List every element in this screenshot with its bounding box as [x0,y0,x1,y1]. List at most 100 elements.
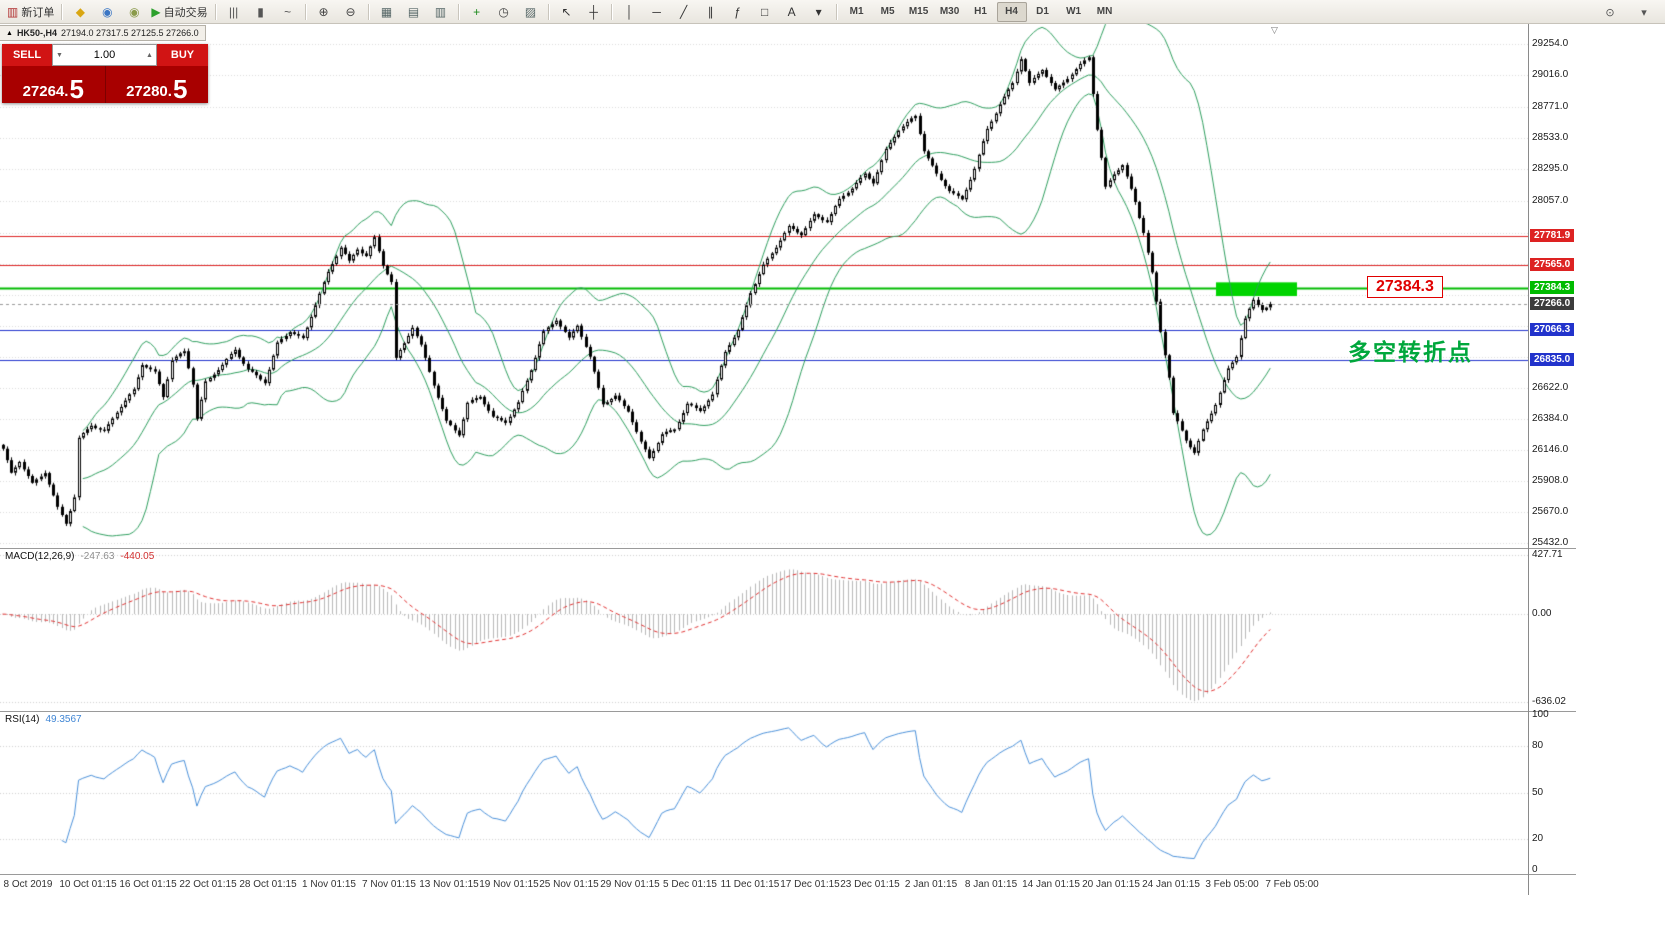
volume-decrease-button[interactable]: ▼ [56,51,63,59]
search-icon[interactable]: ⊙ [1605,6,1615,19]
toolbar-separator [61,3,64,20]
chart-shift-marker[interactable]: ▽ [1271,25,1278,35]
price-level-label: 27384.3 [1530,281,1575,295]
cursor-glyph: ↖ [561,4,572,19]
tf-h4-button[interactable]: H4 [996,1,1027,22]
text-glyph: A [787,4,796,19]
autotrade-button-label: 自动交易 [163,6,208,19]
fibonacci-button[interactable]: ƒ [725,2,751,22]
horizontal-line-button[interactable]: ─ [644,2,670,22]
tf-m1-button-label: M1 [849,6,864,17]
price-tick-label: 28771.0 [1532,101,1569,113]
tf-m15-button[interactable]: M15 [904,2,934,22]
sell-button[interactable]: SELL [2,44,52,66]
time-label: 7 Nov 01:15 [362,879,416,890]
wizard-icon[interactable]: ◆ [67,2,93,22]
tf-h1-button[interactable]: H1 [966,2,996,22]
collapse-triangle-icon[interactable]: ▲ [6,29,13,37]
bar-chart-button[interactable]: ||| [221,2,247,22]
line-chart-glyph: ~ [284,4,292,19]
chart-ohlc-values: 27194.0 27317.5 27125.5 27266.0 [60,28,199,38]
arrange-windows-button[interactable]: ▥ [428,2,454,22]
tf-mn-button[interactable]: MN [1090,2,1120,22]
indicators-button[interactable]: + [464,2,490,22]
trendline-glyph: ╱ [679,4,688,19]
turning-point-annotation[interactable]: 多空转折点 [1348,339,1473,365]
new-order-glyph: ▥ [7,4,19,19]
time-label: 19 Nov 01:15 [479,879,539,890]
price-level-label: 26835.0 [1530,352,1575,366]
tile-windows-glyph: ▦ [380,4,393,19]
sell-price[interactable]: 27264. 5 [2,66,105,103]
time-label: 8 Oct 2019 [3,879,53,890]
tf-m30-button[interactable]: M30 [935,2,965,22]
time-axis[interactable]: 8 Oct 2019 10 Oct 01:15 16 Oct 01:15 22 Oct… [0,875,1530,895]
rsi-panel-canvas[interactable] [0,712,1528,873]
macd-scale-label: -636.02 [1532,696,1566,708]
crosshair-button[interactable]: ┼ [581,2,607,22]
fibonacci-glyph: ƒ [734,4,741,19]
toolbar-options-icon[interactable]: ▾ [1641,6,1647,19]
buy-button[interactable]: BUY [157,44,208,66]
sell-price-big-digit: 5 [69,74,84,105]
buy-price[interactable]: 27280. 5 [106,66,209,103]
toolbar-separator [304,3,307,20]
periods-button[interactable]: ◷ [491,2,517,22]
price-tick-label: 28295.0 [1532,163,1569,175]
globe-icon[interactable]: ◉ [94,2,120,22]
macd-scale-label: 0.00 [1532,608,1552,620]
tile-windows-button[interactable]: ▦ [374,2,400,22]
rsi-scale-label: 50 [1532,786,1544,798]
shapes-button[interactable]: □ [752,2,778,22]
price-tick-label: 29254.0 [1532,38,1569,50]
tf-d1-button-label: D1 [1036,6,1049,17]
new-order-button[interactable]: ▥ 新订单 [4,2,57,22]
price-level-label: 27781.9 [1530,229,1575,243]
autotrade-button[interactable]: ▶ 自动交易 [148,2,210,22]
line-chart-button[interactable]: ~ [275,2,301,22]
tf-m1-button[interactable]: M1 [842,2,872,22]
community-icon[interactable]: ◉ [121,2,147,22]
macd-panel-separator[interactable] [0,548,1576,549]
trendline-button[interactable]: ╱ [671,2,697,22]
templates-button[interactable]: ▨ [518,2,544,22]
tf-d1-button[interactable]: D1 [1028,2,1058,22]
price-tick-label: 26146.0 [1532,443,1569,455]
rsi-name: RSI(14) [5,714,40,725]
tf-m5-button-label: M5 [880,6,895,17]
community-icon-glyph: ◉ [129,4,140,19]
vertical-line-button[interactable]: │ [617,2,643,22]
rsi-indicator-label: RSI(14) 49.3567 [5,714,82,725]
arrows-button[interactable]: ▾ [806,2,832,22]
time-label: 29 Nov 01:15 [600,879,660,890]
toolbar-separator [835,3,838,20]
price-callout[interactable]: 27384.3 [1367,276,1443,298]
buy-price-big-digit: 5 [172,74,188,105]
candlestick-chart-button[interactable]: ▮ [248,2,274,22]
rsi-scale-label: 100 [1532,709,1549,720]
price-axis[interactable]: 25432.0 25670.0 25908.0 26146.0 26384.0 26622… [1530,24,1665,895]
tf-w1-button[interactable]: W1 [1059,2,1089,22]
cascade-windows-button[interactable]: ▤ [401,2,427,22]
time-label: 5 Dec 01:15 [663,879,717,890]
time-label: 7 Feb 05:00 [1265,879,1319,890]
wizard-icon-glyph: ◆ [75,4,85,19]
tf-m5-button[interactable]: M5 [873,2,903,22]
price-tick-label: 26384.0 [1532,412,1569,424]
macd-panel-canvas[interactable] [0,549,1528,711]
volume-increase-button[interactable]: ▲ [146,51,153,59]
time-label: 17 Dec 01:15 [780,879,840,890]
text-button[interactable]: A [779,2,805,22]
cursor-button[interactable]: ↖ [554,2,580,22]
zoom-in-button[interactable]: ⊕ [311,2,337,22]
price-divider [104,66,106,103]
volume-field[interactable]: ▼ 1.00 ▲ [52,44,157,66]
chart-info-tab[interactable]: ▲ HK50-,H4 27194.0 27317.5 27125.5 27266… [0,25,206,41]
rsi-scale-label: 0 [1532,864,1538,875]
zoom-out-button[interactable]: ⊖ [338,2,364,22]
channel-button[interactable]: ∥ [698,2,724,22]
rsi-panel-separator[interactable] [0,711,1576,712]
main-chart-canvas[interactable] [0,24,1528,548]
volume-value[interactable]: 1.00 [93,49,116,61]
